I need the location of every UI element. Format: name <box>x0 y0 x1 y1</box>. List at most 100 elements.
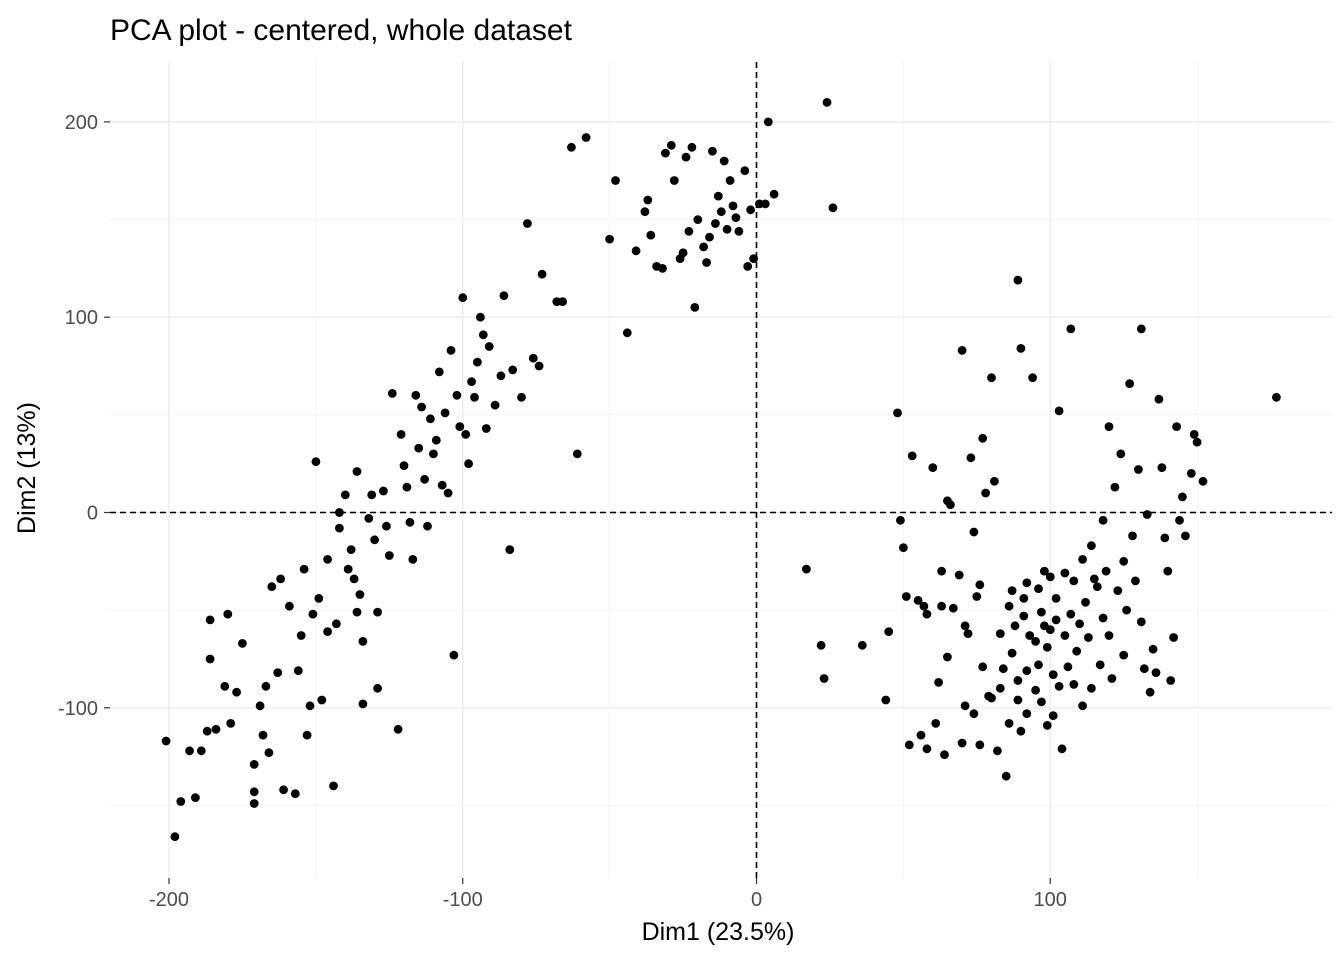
data-point <box>461 430 471 439</box>
data-point <box>226 719 236 728</box>
y-tick-label: 200 <box>65 112 98 134</box>
data-points <box>161 98 1281 842</box>
data-point <box>443 488 453 498</box>
data-point <box>455 422 465 431</box>
data-point <box>420 474 429 484</box>
data-point <box>1087 541 1096 551</box>
data-point <box>1057 744 1067 754</box>
data-point <box>1054 406 1064 416</box>
data-point <box>937 566 946 576</box>
data-point <box>1110 482 1120 492</box>
data-point <box>666 140 676 150</box>
data-point <box>978 433 988 443</box>
data-point <box>1013 275 1023 285</box>
data-point <box>205 615 215 625</box>
data-point <box>931 719 941 728</box>
data-point <box>769 189 779 199</box>
data-point <box>414 443 424 453</box>
data-point <box>249 787 259 797</box>
data-point <box>496 371 506 381</box>
data-point <box>743 262 753 271</box>
data-point <box>384 551 394 560</box>
data-point <box>705 232 714 242</box>
data-point <box>505 545 515 554</box>
data-point <box>249 760 259 769</box>
data-point <box>1028 373 1037 383</box>
data-point <box>969 709 979 719</box>
data-point <box>904 740 914 750</box>
data-point <box>1051 615 1061 625</box>
data-point <box>523 219 532 228</box>
y-axis-ticks: -100 0 100 200 <box>58 112 110 720</box>
data-point <box>220 681 230 691</box>
data-point <box>622 328 632 338</box>
data-point <box>1139 664 1149 674</box>
data-point <box>987 693 996 703</box>
data-point <box>960 621 970 631</box>
data-point <box>1125 379 1134 388</box>
data-point <box>311 457 321 467</box>
data-point <box>1007 586 1017 595</box>
data-point <box>605 234 614 244</box>
data-point <box>370 535 379 545</box>
data-point <box>302 730 312 740</box>
data-point <box>993 746 1002 756</box>
data-point <box>1025 631 1035 640</box>
data-point <box>1078 701 1087 711</box>
data-point <box>449 650 459 660</box>
data-point <box>285 601 294 611</box>
data-point <box>534 361 544 371</box>
data-point <box>669 176 679 185</box>
data-point <box>940 750 949 760</box>
data-point <box>293 666 303 676</box>
data-point <box>1272 392 1281 402</box>
data-point <box>643 195 653 205</box>
data-point <box>517 392 526 402</box>
data-point <box>329 781 338 791</box>
data-point <box>1060 631 1070 640</box>
data-point <box>922 609 932 619</box>
data-point <box>314 594 324 603</box>
data-point <box>481 424 491 433</box>
data-point <box>1116 449 1126 459</box>
data-point <box>305 701 315 711</box>
data-point <box>358 637 368 646</box>
data-point <box>1022 578 1032 588</box>
data-point <box>1107 674 1117 683</box>
data-point <box>264 748 274 758</box>
data-point <box>1066 324 1076 334</box>
data-point <box>816 640 826 650</box>
data-point <box>943 652 952 662</box>
data-point <box>1098 515 1108 525</box>
data-point <box>343 564 353 574</box>
data-point <box>1148 644 1158 654</box>
data-point <box>963 629 973 638</box>
data-point <box>719 156 729 166</box>
data-point <box>740 166 750 176</box>
data-point <box>308 609 318 619</box>
data-point <box>196 746 206 756</box>
data-point <box>473 357 482 367</box>
data-point <box>716 207 726 217</box>
data-point <box>658 264 667 273</box>
data-point <box>1048 711 1058 720</box>
data-point <box>1089 574 1099 584</box>
data-point <box>975 580 985 590</box>
data-point <box>1045 625 1055 635</box>
data-point <box>1060 568 1070 578</box>
data-point <box>690 303 700 312</box>
data-point <box>429 449 438 459</box>
data-point <box>957 738 967 748</box>
x-axis-ticks: -200 -100 0 100 <box>149 878 1067 911</box>
data-point <box>1087 683 1096 693</box>
data-point <box>290 789 300 799</box>
data-point <box>185 746 195 756</box>
data-point <box>1163 566 1173 576</box>
data-point <box>464 459 473 469</box>
data-point <box>1016 726 1026 736</box>
data-point <box>1169 633 1178 642</box>
data-point <box>746 205 755 215</box>
data-point <box>238 639 247 648</box>
data-point <box>467 377 476 386</box>
data-point <box>476 312 485 322</box>
